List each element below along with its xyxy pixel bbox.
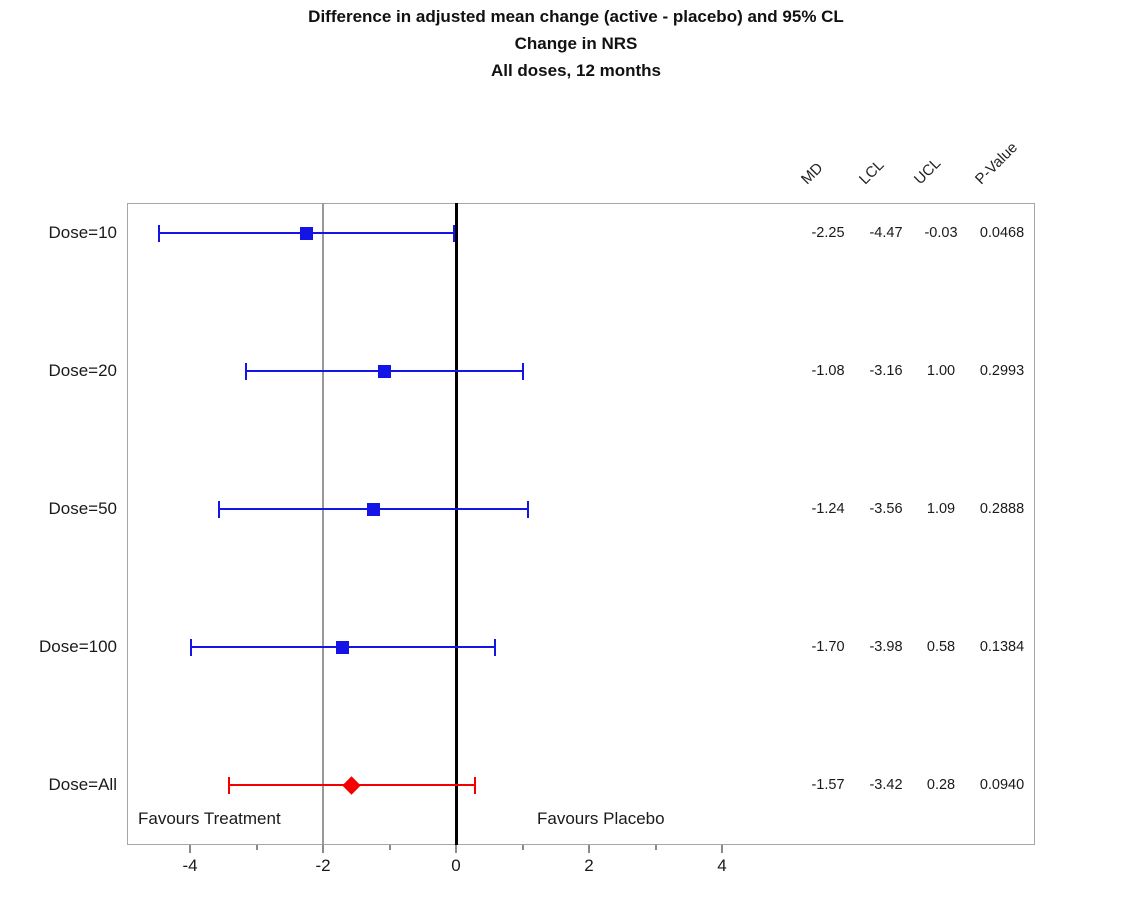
ci-upper-cap <box>473 776 476 794</box>
x-axis-major-tick <box>455 845 457 853</box>
category-label: Dose=20 <box>48 361 117 380</box>
square-marker <box>299 226 313 240</box>
square-marker <box>377 364 391 378</box>
x-axis-tick-label: 0 <box>451 856 461 875</box>
category-label: Dose=10 <box>48 223 117 242</box>
plot-area <box>127 203 1035 845</box>
stat-table-cell: -3.98 <box>869 639 903 655</box>
stat-table-cell: -3.16 <box>869 363 903 379</box>
stat-table-cell: -3.42 <box>869 777 903 793</box>
stat-table-cell: -2.25 <box>811 225 845 241</box>
x-axis-major-tick <box>721 845 723 853</box>
stat-table-cell: 1.09 <box>926 501 956 517</box>
category-label: Dose=All <box>48 775 117 794</box>
x-axis-minor-tick <box>255 845 258 850</box>
category-label: Dose=50 <box>48 499 117 518</box>
ci-lower-cap <box>190 638 193 656</box>
ci-upper-cap <box>527 500 530 518</box>
x-axis-tick-label: 2 <box>584 856 594 875</box>
stat-table-cell: -1.70 <box>811 639 845 655</box>
x-axis-minor-tick <box>654 845 657 850</box>
column-header-ucl-label: UCL <box>910 154 945 188</box>
x-axis-major-tick <box>588 845 590 853</box>
chart-title-line-2: Change in NRS <box>514 34 638 53</box>
stat-table-cell: -3.56 <box>869 501 903 517</box>
x-axis-tick-label: 4 <box>717 856 727 875</box>
stat-table-cell: 0.2888 <box>979 501 1025 517</box>
column-header-lcl-label: LCL <box>855 156 888 188</box>
stat-table-cell: 0.2993 <box>979 363 1025 379</box>
stat-table-cell: -0.03 <box>924 225 958 241</box>
stat-table-cell: 0.1384 <box>979 639 1025 655</box>
stat-table-cell: 1.00 <box>926 363 956 379</box>
x-axis-minor-tick <box>521 845 524 850</box>
favours-placebo-label: Favours Placebo <box>537 809 665 828</box>
stat-table-cell: 0.0940 <box>979 777 1025 793</box>
stat-table-cell: -1.24 <box>811 501 845 517</box>
chart-title-line-1: Difference in adjusted mean change (acti… <box>308 7 844 26</box>
square-marker <box>367 502 381 516</box>
stat-table-cell: -1.08 <box>811 363 845 379</box>
x-axis-major-tick <box>189 845 191 853</box>
stat-table-cell: -1.57 <box>811 777 845 793</box>
ci-lower-cap <box>244 362 247 380</box>
ci-lower-cap <box>227 776 230 794</box>
stat-table-cell: 0.28 <box>926 777 956 793</box>
x-axis-major-tick <box>322 845 324 853</box>
stat-table-cell: 0.0468 <box>979 225 1025 241</box>
ci-upper-cap <box>493 638 496 656</box>
stat-table-cell: -4.47 <box>869 225 903 241</box>
column-header-md-label: MD <box>797 159 827 188</box>
zero-reference-line <box>454 203 458 845</box>
favours-treatment-label: Favours Treatment <box>138 809 281 828</box>
ci-lower-cap <box>157 224 160 242</box>
chart-title-line-3: All doses, 12 months <box>490 61 662 80</box>
ci-lower-cap <box>218 500 221 518</box>
square-marker <box>336 640 350 654</box>
category-label: Dose=100 <box>39 637 117 656</box>
ci-upper-cap <box>453 224 455 242</box>
stat-table-cell: 0.58 <box>926 639 956 655</box>
x-axis-minor-tick <box>388 845 391 850</box>
x-axis-tick-label: -4 <box>182 856 198 875</box>
ci-upper-cap <box>521 362 524 380</box>
x-axis-tick-label: -2 <box>315 856 331 875</box>
reference-line <box>322 203 324 845</box>
column-header-pvalue-label: P-Value <box>971 139 1021 188</box>
